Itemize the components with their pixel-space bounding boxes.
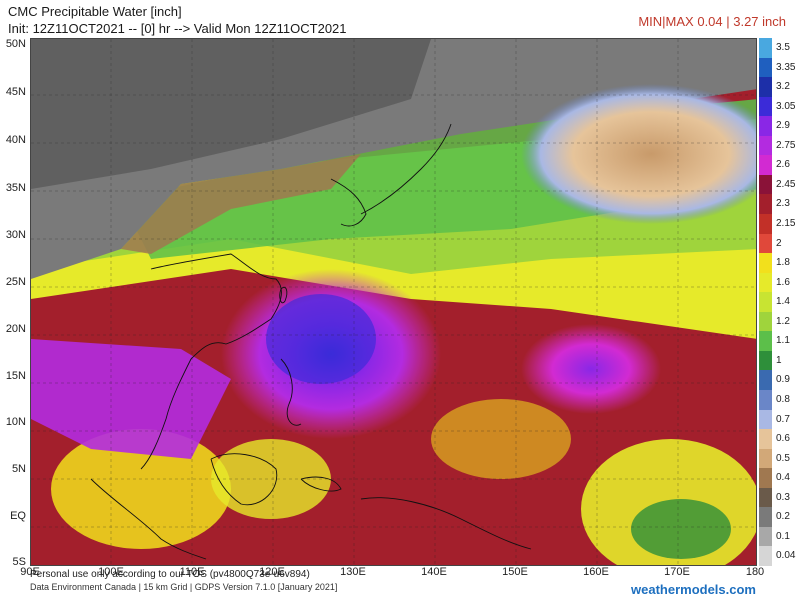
legend-label: 3.2	[776, 81, 790, 93]
chart-title: CMC Precipitable Water [inch]	[8, 4, 182, 19]
lat-label-eq: EQ	[10, 510, 26, 522]
legend-swatch	[759, 448, 772, 469]
legend-label: 0.7	[776, 413, 790, 425]
maritime-continent-patch	[51, 429, 231, 549]
legend-label: 0.5	[776, 452, 790, 464]
legend-label: 3.5	[776, 42, 790, 53]
lon-label-170e: 170E	[664, 566, 690, 578]
legend-label: 1.1	[776, 335, 790, 347]
south-pacific-green-patch	[631, 499, 731, 559]
legend-swatch	[759, 429, 772, 450]
legend-swatch	[759, 233, 772, 254]
legend-label: 0.6	[776, 433, 790, 445]
legend-swatch	[759, 174, 772, 195]
legend-label: 3.35	[776, 61, 796, 73]
lon-label-100e: 100E	[98, 566, 124, 578]
legend-label: 0.1	[776, 530, 790, 542]
legend-label: 0.9	[776, 374, 790, 386]
legend-label: 2.75	[776, 139, 796, 151]
legend-swatch	[759, 116, 772, 137]
legend-swatch	[759, 96, 772, 117]
second-storm-system	[521, 324, 661, 414]
lat-label-45n: 45N	[5, 86, 26, 98]
legend-swatch	[759, 370, 772, 391]
lat-label-35n: 35N	[5, 182, 26, 194]
legend-label: 2.45	[776, 178, 796, 190]
data-credit: Data Environment Canada | 15 km Grid | G…	[30, 582, 338, 592]
coastlines	[90, 123, 532, 560]
lon-label-140e: 140E	[421, 566, 447, 578]
monsoon-swath	[31, 339, 231, 459]
legend-swatch	[759, 272, 772, 293]
lon-label-160e: 160E	[583, 566, 609, 578]
brown-dry-edge	[121, 154, 361, 254]
legend-swatch	[759, 526, 772, 547]
lon-label-150e: 150E	[502, 566, 528, 578]
legend-label: 0.4	[776, 472, 790, 484]
legend-swatch	[759, 350, 772, 371]
color-scale-legend: 3.5 3.35 3.2 3.05 2.9 2.75 2.6 2.45 2.3 2.15 2 1.8 1…	[759, 38, 800, 567]
legend-label: 0.2	[776, 511, 790, 523]
graticule	[31, 39, 756, 565]
legend-swatch	[759, 487, 772, 508]
central-pacific-patch	[431, 399, 571, 479]
dry-high-pressure-area	[521, 84, 756, 224]
legend-label: 1.2	[776, 315, 790, 327]
lon-label-180: 180	[745, 566, 765, 578]
lon-label-110e: 110E	[179, 566, 205, 578]
legend-label: 3.05	[776, 100, 796, 112]
lon-label-90e: 90E	[20, 566, 40, 578]
legend-label: 2	[776, 237, 782, 249]
legend-label: 2.9	[776, 120, 790, 132]
tos-disclaimer: Personal use only according to our TOS (…	[30, 569, 310, 580]
minmax-readout: MIN|MAX 0.04 | 3.27 inch	[638, 14, 786, 29]
legend-swatch	[759, 292, 772, 313]
legend-label: 1	[776, 354, 782, 366]
legend-swatch	[759, 390, 772, 410]
legend-label: 2.15	[776, 218, 796, 229]
lat-label-40n: 40N	[5, 134, 26, 146]
legend-swatch	[759, 253, 772, 274]
legend-swatch	[759, 546, 772, 567]
legend-label: 0.3	[776, 491, 790, 503]
lat-label-30n: 30N	[5, 229, 26, 241]
legend-swatch	[759, 507, 772, 528]
legend-swatch	[759, 57, 772, 78]
legend-swatch	[759, 409, 772, 430]
precipitable-water-map[interactable]	[30, 38, 757, 566]
lon-label-130e: 130E	[340, 566, 366, 578]
legend-swatch	[759, 331, 772, 352]
typhoon-core	[266, 294, 376, 384]
legend-label: 1.8	[776, 257, 790, 269]
legend-swatch	[759, 155, 772, 176]
legend-swatch	[759, 77, 772, 98]
legend-label: 1.4	[776, 296, 790, 308]
header: CMC Precipitable Water [inch] Init: 12Z1…	[8, 3, 347, 37]
lon-label-120e: 120E	[259, 566, 285, 578]
map-canvas	[31, 39, 756, 565]
legend-swatch	[759, 194, 772, 215]
lat-label-10n: 10N	[5, 416, 26, 428]
lat-label-25n: 25N	[5, 276, 26, 288]
legend-label: 2.3	[776, 198, 790, 210]
legend-swatch	[759, 135, 772, 156]
legend-swatch	[759, 38, 772, 58]
legend-swatch	[759, 468, 772, 489]
lat-label-5n: 5N	[11, 463, 26, 475]
dry-core-region	[31, 39, 431, 189]
legend-swatch	[759, 214, 772, 234]
legend-label: 0.8	[776, 394, 790, 405]
init-valid-line: Init: 12Z11OCT2021 -- [0] hr --> Valid M…	[8, 21, 347, 36]
brand-link[interactable]: weathermodels.com	[631, 582, 756, 597]
lat-label-5s: 5S	[12, 556, 26, 568]
legend-label: 0.04	[776, 550, 796, 562]
lat-label-50n: 50N	[5, 38, 26, 50]
legend-swatch	[759, 311, 772, 332]
legend-label: 2.6	[776, 159, 790, 171]
legend-label: 1.6	[776, 276, 790, 288]
lat-label-20n: 20N	[5, 323, 26, 335]
lat-label-15n: 15N	[5, 370, 26, 382]
